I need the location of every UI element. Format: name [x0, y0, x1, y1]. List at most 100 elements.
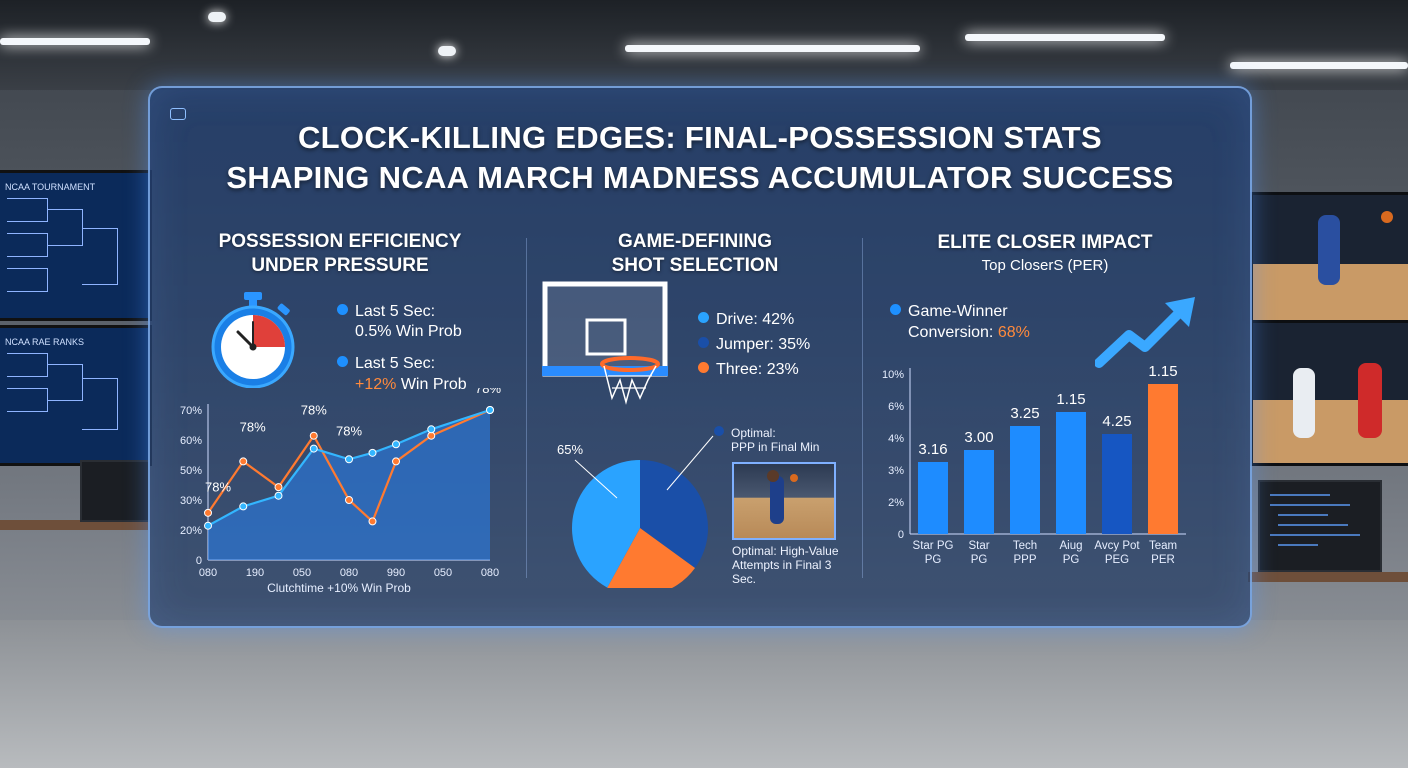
bar [964, 450, 994, 534]
x-tick-label: 190 [246, 567, 264, 579]
pie-slice-drive [572, 460, 640, 588]
pie-leader-line [666, 435, 714, 491]
y-tick-label: 0 [196, 555, 202, 567]
panel-corner-icon [170, 108, 186, 120]
data-point [368, 448, 377, 457]
stat2-rest: Win Prob [396, 376, 467, 393]
floor [0, 620, 1408, 768]
x-tick-label: 080 [199, 567, 217, 579]
bullet-dot [890, 304, 901, 315]
legend-dot [698, 362, 709, 373]
data-point [274, 491, 283, 500]
data-point [309, 444, 318, 453]
bar [1056, 412, 1086, 534]
section1-heading-line1: POSSESSION EFFICIENCY [218, 231, 462, 252]
bar [1010, 426, 1040, 534]
y-tick-label: 0 [898, 529, 904, 541]
optimal-note-line2: PPP in Final Min [731, 440, 820, 454]
optimal2-line3: Sec. [732, 572, 757, 586]
section3-subheading: Top CloserS (PER) [981, 257, 1109, 274]
data-point [309, 431, 318, 440]
data-label: 78% [301, 402, 327, 417]
data-point [345, 496, 353, 504]
bar-chart: 0 2% 3% 4% 6% 10% 3.16 Star PG PG 3.00 Star PG 3.25 T… [882, 363, 1186, 566]
data-point [345, 455, 353, 464]
ceiling-light [0, 38, 150, 45]
x-tick-label: PG [1063, 554, 1080, 566]
data-label: 78% [240, 419, 266, 434]
bullet-dot [337, 356, 348, 367]
x-tick-label: Star [968, 540, 989, 552]
section1-heading-line2: UNDER PRESSURE [251, 255, 429, 276]
optimal-note-2: Optimal: High-Value Attempts in Final 3 … [732, 544, 839, 586]
tv-basketball-game [1250, 192, 1408, 323]
line-chart: 0 20% 30% 50% 60% 70% 78% 78% 78% 78% 78% 080 190 050… [180, 388, 501, 595]
optimal-note: Optimal: PPP in Final Min [714, 426, 819, 454]
area-fill [208, 410, 490, 560]
x-tick-label: 050 [293, 567, 311, 579]
x-tick-label: 080 [340, 567, 358, 579]
title-line-2: SHAPING NCAA MARCH MADNESS ACCUMULATOR S… [226, 160, 1174, 195]
spotlight [208, 12, 226, 22]
laptop [80, 460, 150, 522]
basketball-hoop-icon [542, 281, 668, 405]
legend-item-jumper: Jumper: 35% [698, 335, 810, 355]
y-tick-label: 70% [180, 405, 202, 417]
y-tick-label: 2% [888, 497, 904, 509]
pie-leader-line [574, 459, 618, 499]
x-tick-label: 990 [387, 567, 405, 579]
stat1-label: Last 5 Sec: [337, 302, 435, 322]
x-tick-label: 080 [481, 567, 499, 579]
stat2-value: +12% Win Prob [355, 375, 467, 395]
stopwatch-icon [211, 292, 295, 388]
x-tick-label: PEG [1105, 554, 1129, 566]
bar-value-label: 3.16 [918, 441, 947, 458]
data-label: 78% [475, 388, 501, 396]
stat1-value: 0.5% Win Prob [355, 323, 462, 340]
x-tick-label: PG [925, 554, 942, 566]
x-tick-label: Aiug [1059, 540, 1082, 552]
pie-annotation: 65% [557, 442, 583, 457]
legend-dot [698, 337, 709, 348]
y-tick-label: 20% [180, 525, 202, 537]
bar-value-label: 1.15 [1148, 363, 1177, 380]
bar-value-label: 3.25 [1010, 405, 1039, 422]
section-divider [862, 238, 863, 578]
data-point [204, 521, 212, 530]
bracket-monitor: NCAA RAE RANKS [0, 325, 152, 466]
x-axis-label: Clutchtime +10% Win Prob [267, 581, 411, 595]
trend-arrow-icon [1095, 297, 1195, 368]
bar [1148, 384, 1178, 534]
section2-heading: GAME-DEFINING SHOT SELECTION [550, 230, 840, 278]
desk [0, 520, 148, 530]
bar-value-label: 1.15 [1056, 391, 1085, 408]
legend-item-three: Three: 23% [698, 360, 799, 380]
x-tick-label: PG [971, 554, 988, 566]
ceiling-light [625, 45, 920, 52]
x-tick-label: PPP [1013, 554, 1036, 566]
data-label: 78% [205, 479, 231, 494]
y-tick-label: 50% [180, 465, 202, 477]
bar-value-label: 3.00 [964, 429, 993, 446]
x-tick-label: Star PG [913, 540, 954, 552]
game-winner-stat: Game-Winner [890, 302, 1008, 322]
spotlight [438, 46, 456, 56]
x-tick-label: 050 [434, 567, 452, 579]
stat2-highlight: +12% [355, 376, 397, 393]
optimal2-line2: Attempts in Final 3 [732, 558, 832, 572]
x-tick-label: Avcy Pot [1094, 540, 1140, 552]
bar [1102, 434, 1132, 534]
legend-dot [698, 312, 709, 323]
x-tick-label: PER [1151, 554, 1175, 566]
section3-heading: ELITE CLOSER IMPACT [937, 232, 1153, 253]
game-winner-value: Conversion: 68% [908, 324, 1030, 341]
y-tick-label: 6% [888, 401, 904, 413]
monitor-title: NCAA TOURNAMENT [5, 182, 96, 192]
y-tick-label: 60% [180, 435, 202, 447]
section1-heading: POSSESSION EFFICIENCY UNDER PRESSURE [190, 230, 490, 278]
bar-value-label: 4.25 [1102, 413, 1131, 430]
tv-basketball-game [1250, 320, 1408, 466]
data-point [239, 457, 248, 466]
data-point [392, 457, 400, 466]
